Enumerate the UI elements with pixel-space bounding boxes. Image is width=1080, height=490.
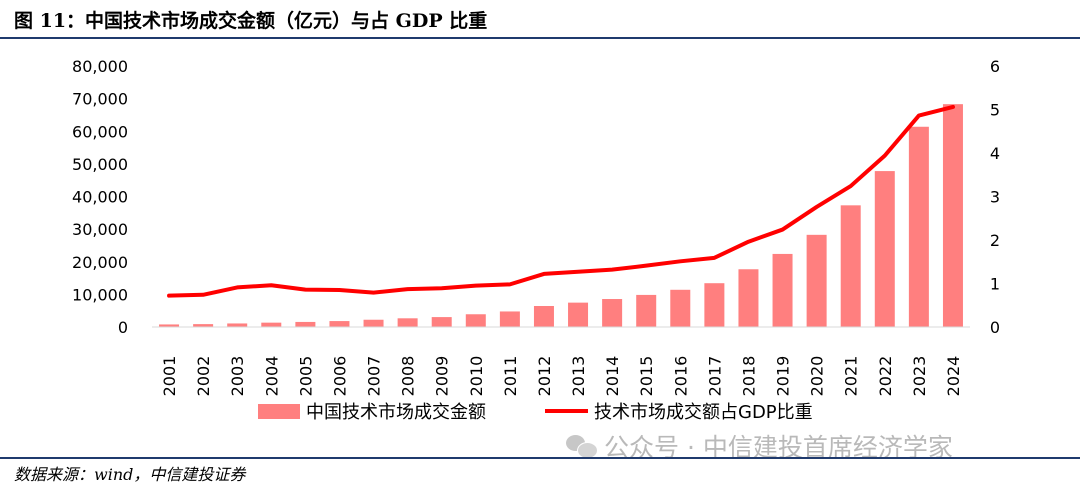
y-right-tick-label: 2 bbox=[990, 231, 1000, 250]
bar bbox=[465, 314, 486, 327]
legend: 中国技术市场成交金额 技术市场成交额占GDP比重 bbox=[258, 402, 813, 423]
bar bbox=[363, 319, 384, 327]
y-right-tick-label: 3 bbox=[990, 188, 1000, 207]
bar bbox=[193, 324, 214, 327]
y-right-tick-label: 0 bbox=[990, 318, 1000, 337]
wechat-icon bbox=[566, 433, 598, 459]
y-left-tick-label: 60,000 bbox=[72, 122, 128, 141]
y-right-tick-label: 4 bbox=[990, 144, 1000, 163]
bar bbox=[499, 311, 520, 327]
x-tick-label: 2012 bbox=[535, 356, 554, 397]
y-left-tick-label: 20,000 bbox=[72, 253, 128, 272]
source-note: 数据来源：wind，中信建投证券 bbox=[14, 465, 246, 484]
top-rule bbox=[0, 37, 1080, 39]
x-tick-label: 2017 bbox=[705, 356, 724, 397]
y-right-tick-label: 1 bbox=[990, 275, 1000, 294]
bar bbox=[908, 126, 929, 327]
x-tick-label: 2018 bbox=[739, 356, 758, 397]
y-left-tick-label: 50,000 bbox=[72, 155, 128, 174]
bar bbox=[806, 234, 827, 327]
bar bbox=[942, 104, 963, 327]
x-tick-label: 2019 bbox=[774, 356, 793, 397]
bar bbox=[227, 323, 248, 327]
bar bbox=[329, 321, 350, 327]
bar bbox=[840, 205, 861, 327]
y-right-tick-label: 6 bbox=[990, 57, 1000, 76]
y-left-tick-label: 30,000 bbox=[72, 220, 128, 239]
y-left-tick-label: 10,000 bbox=[72, 285, 128, 304]
legend-line-label: 技术市场成交额占GDP比重 bbox=[594, 402, 813, 423]
bar bbox=[261, 322, 282, 327]
x-tick-label: 2021 bbox=[842, 356, 861, 397]
x-tick-label: 2009 bbox=[433, 356, 452, 397]
y-left-tick-label: 40,000 bbox=[72, 188, 128, 207]
bar bbox=[159, 324, 180, 327]
bar bbox=[874, 171, 895, 327]
x-tick-label: 2011 bbox=[501, 356, 520, 397]
bar bbox=[670, 289, 691, 327]
bar bbox=[704, 283, 725, 327]
x-tick-label: 2008 bbox=[399, 356, 418, 397]
bar bbox=[636, 294, 657, 327]
x-tick-label: 2002 bbox=[194, 356, 213, 397]
line-series bbox=[167, 104, 955, 298]
y-left-axis: 0 10,000 20,000 30,000 40,000 50,000 60,000 70,… bbox=[72, 57, 128, 337]
chart: 0 10,000 20,000 30,000 40,000 50,000 60,000 70,… bbox=[72, 57, 1000, 423]
legend-bar-swatch bbox=[258, 404, 300, 419]
bar bbox=[397, 318, 418, 327]
x-tick-label: 2015 bbox=[637, 356, 656, 397]
x-tick-label: 2022 bbox=[876, 356, 895, 397]
bar bbox=[295, 321, 316, 327]
y-left-tick-label: 80,000 bbox=[72, 57, 128, 76]
bar bbox=[602, 299, 623, 327]
x-tick-label: 2003 bbox=[228, 356, 247, 397]
x-tick-label: 2014 bbox=[603, 356, 622, 397]
bar-series bbox=[159, 104, 963, 327]
x-tick-label: 2023 bbox=[910, 356, 929, 397]
y-right-axis: 0 1 2 3 4 5 6 bbox=[990, 57, 1000, 337]
legend-bar-label: 中国技术市场成交金额 bbox=[306, 402, 486, 423]
x-tick-label: 2001 bbox=[160, 356, 179, 397]
x-tick-label: 2013 bbox=[569, 356, 588, 397]
y-left-tick-label: 0 bbox=[118, 318, 128, 337]
bar bbox=[533, 305, 554, 327]
bottom-rule bbox=[0, 457, 1080, 459]
y-right-tick-label: 5 bbox=[990, 101, 1000, 120]
bar bbox=[772, 253, 793, 327]
y-left-tick-label: 70,000 bbox=[72, 90, 128, 109]
x-tick-label: 2016 bbox=[671, 356, 690, 397]
x-tick-label: 2007 bbox=[365, 356, 384, 397]
bar bbox=[431, 317, 452, 327]
x-tick-label: 2006 bbox=[330, 356, 349, 397]
x-axis: 2001 2002 2003 2004 2005 2006 2007 2008 2009 2010… bbox=[160, 356, 963, 397]
page-title: 图 11：中国技术市场成交金额（亿元）与占 GDP 比重 bbox=[14, 10, 488, 32]
x-tick-label: 2020 bbox=[808, 356, 827, 397]
bar bbox=[738, 269, 759, 327]
x-tick-label: 2010 bbox=[467, 356, 486, 397]
x-tick-label: 2005 bbox=[296, 356, 315, 397]
bar bbox=[568, 302, 589, 327]
x-tick-label: 2004 bbox=[262, 356, 281, 397]
x-tick-label: 2024 bbox=[944, 356, 963, 397]
